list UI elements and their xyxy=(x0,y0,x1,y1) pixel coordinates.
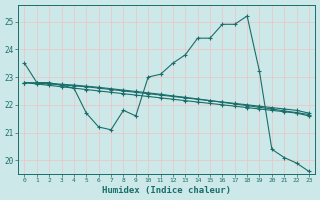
X-axis label: Humidex (Indice chaleur): Humidex (Indice chaleur) xyxy=(102,186,231,195)
